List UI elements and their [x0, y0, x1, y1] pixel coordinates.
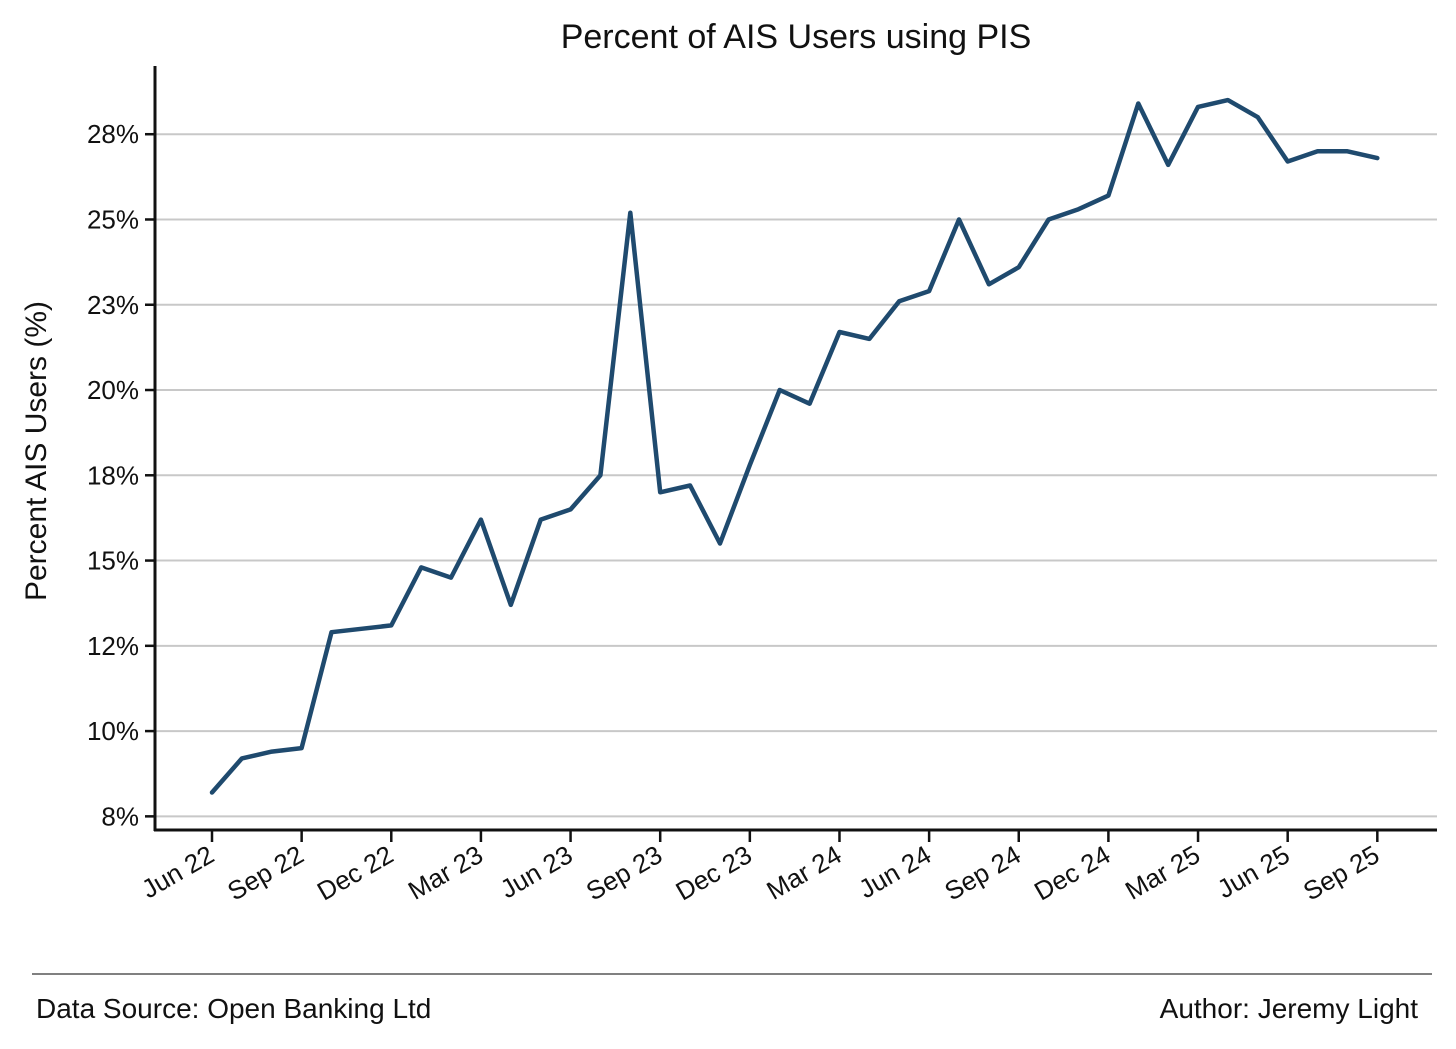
x-tick-label: Jun 23: [495, 839, 578, 904]
y-tick-label: 23%: [87, 290, 139, 320]
x-tick-label: Dec 23: [670, 839, 756, 906]
gridlines: [155, 133, 1437, 818]
x-tick-label: Dec 24: [1029, 839, 1115, 906]
x-tick-label: Sep 24: [939, 839, 1025, 906]
y-tick-label: 18%: [87, 460, 139, 490]
y-tick-label: 15%: [87, 546, 139, 576]
y-tick-label: 20%: [87, 375, 139, 405]
y-tick-label: 8%: [101, 801, 139, 831]
y-tick-label: 28%: [87, 119, 139, 149]
y-tick-label: 12%: [87, 631, 139, 661]
x-tick-label: Sep 22: [222, 839, 308, 906]
y-tick-label: 10%: [87, 716, 139, 746]
x-tick-label: Jun 22: [136, 839, 219, 904]
x-tick-label: Jun 24: [854, 839, 937, 904]
x-tick-label: Sep 25: [1298, 839, 1384, 906]
y-axis-label: Percent AIS Users (%): [20, 301, 53, 601]
x-tick-label: Mar 23: [403, 839, 488, 905]
x-tick-label: Dec 22: [312, 839, 398, 906]
chart-title: Percent of AIS Users using PIS: [561, 18, 1032, 56]
data-points: [211, 100, 1378, 793]
series-line: [209, 97, 1380, 795]
y-axis-ticks: 8% 10% 12% 15% 18% 20% 23% 25% 28%: [87, 119, 155, 831]
x-tick-label: Mar 24: [761, 839, 846, 905]
footer-divider: [32, 973, 1432, 975]
author-label: Author: Jeremy Light: [1159, 993, 1418, 1024]
x-tick-label: Mar 25: [1120, 839, 1205, 905]
x-tick-label: Jun 25: [1212, 839, 1295, 904]
x-tick-label: Sep 23: [581, 839, 667, 906]
y-tick-label: 25%: [87, 204, 139, 234]
x-axis-ticks: Jun 22 Sep 22 Dec 22 Mar 23 Jun 23 Sep 23 Dec …: [136, 830, 1384, 906]
data-source-label: Data Source: Open Banking Ltd: [36, 993, 432, 1024]
